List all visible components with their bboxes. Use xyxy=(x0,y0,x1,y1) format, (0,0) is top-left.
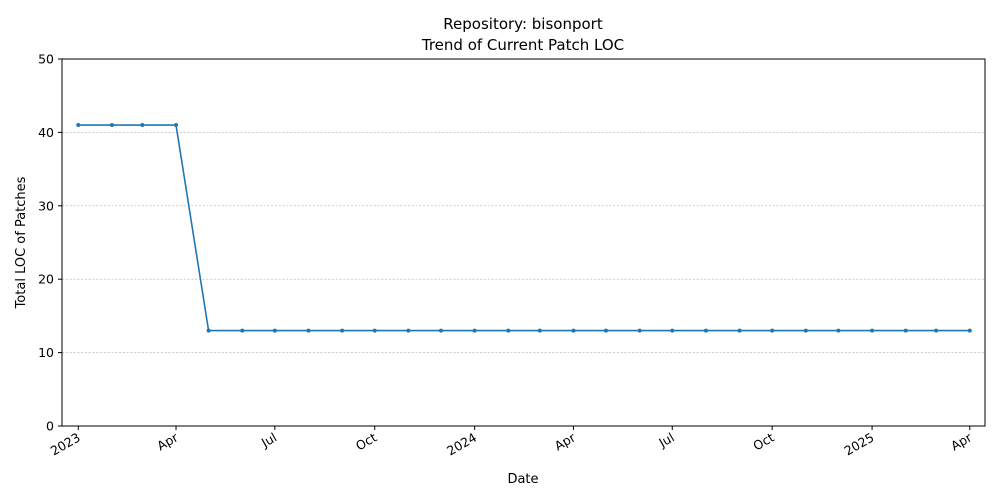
chart-subtitle: Trend of Current Patch LOC xyxy=(421,36,624,54)
data-point xyxy=(140,123,145,128)
x-tick-label: 2023 xyxy=(48,430,83,459)
y-tick-label: 50 xyxy=(38,52,54,67)
data-point xyxy=(670,328,675,333)
series-line xyxy=(78,124,970,332)
x-tick-label: 2024 xyxy=(444,430,479,459)
data-point xyxy=(340,328,345,333)
data-point xyxy=(737,328,742,333)
data-point xyxy=(109,123,114,128)
y-tick-label: 0 xyxy=(46,419,54,434)
data-point xyxy=(272,328,277,333)
data-point xyxy=(637,328,642,333)
x-tick-label: Jul xyxy=(258,430,279,451)
data-point xyxy=(967,328,972,333)
x-tick-label: Oct xyxy=(353,430,379,454)
data-point xyxy=(803,328,808,333)
x-tick-label: Oct xyxy=(750,430,776,454)
x-axis: 2023 Apr Jul Oct 2024 Apr Jul Oct 2025 Apr xyxy=(48,426,975,459)
x-tick-label: Apr xyxy=(154,429,181,453)
y-tick-label: 30 xyxy=(38,198,54,213)
data-point xyxy=(870,328,875,333)
y-axis: 0 10 20 30 40 50 xyxy=(38,52,62,434)
data-point xyxy=(472,328,477,333)
data-point xyxy=(174,123,179,128)
data-point xyxy=(770,328,775,333)
data-point xyxy=(571,328,576,333)
x-tick-label: Apr xyxy=(552,429,579,453)
x-axis-label: Date xyxy=(507,472,538,487)
x-tick-label: Jul xyxy=(655,430,676,451)
data-point xyxy=(506,328,511,333)
x-tick-label: 2025 xyxy=(842,430,877,459)
plot-frame xyxy=(61,58,986,427)
data-point xyxy=(306,328,311,333)
y-axis-label: Total LOC of Patches xyxy=(14,176,29,309)
data-point xyxy=(604,328,609,333)
data-point xyxy=(406,328,411,333)
x-tick-label: Apr xyxy=(948,429,975,453)
y-tick-label: 10 xyxy=(38,345,54,360)
gridlines xyxy=(62,132,985,353)
data-point xyxy=(703,328,708,333)
data-point xyxy=(438,328,443,333)
series-layer xyxy=(76,123,972,333)
data-point xyxy=(372,328,377,333)
chart-title: Repository: bisonport xyxy=(443,15,603,33)
data-point xyxy=(76,123,81,128)
data-point xyxy=(240,328,245,333)
data-point xyxy=(206,328,211,333)
data-point xyxy=(836,328,841,333)
y-tick-label: 40 xyxy=(38,125,54,140)
data-point xyxy=(903,328,908,333)
data-point xyxy=(537,328,542,333)
data-point xyxy=(934,328,939,333)
y-tick-label: 20 xyxy=(38,272,54,287)
